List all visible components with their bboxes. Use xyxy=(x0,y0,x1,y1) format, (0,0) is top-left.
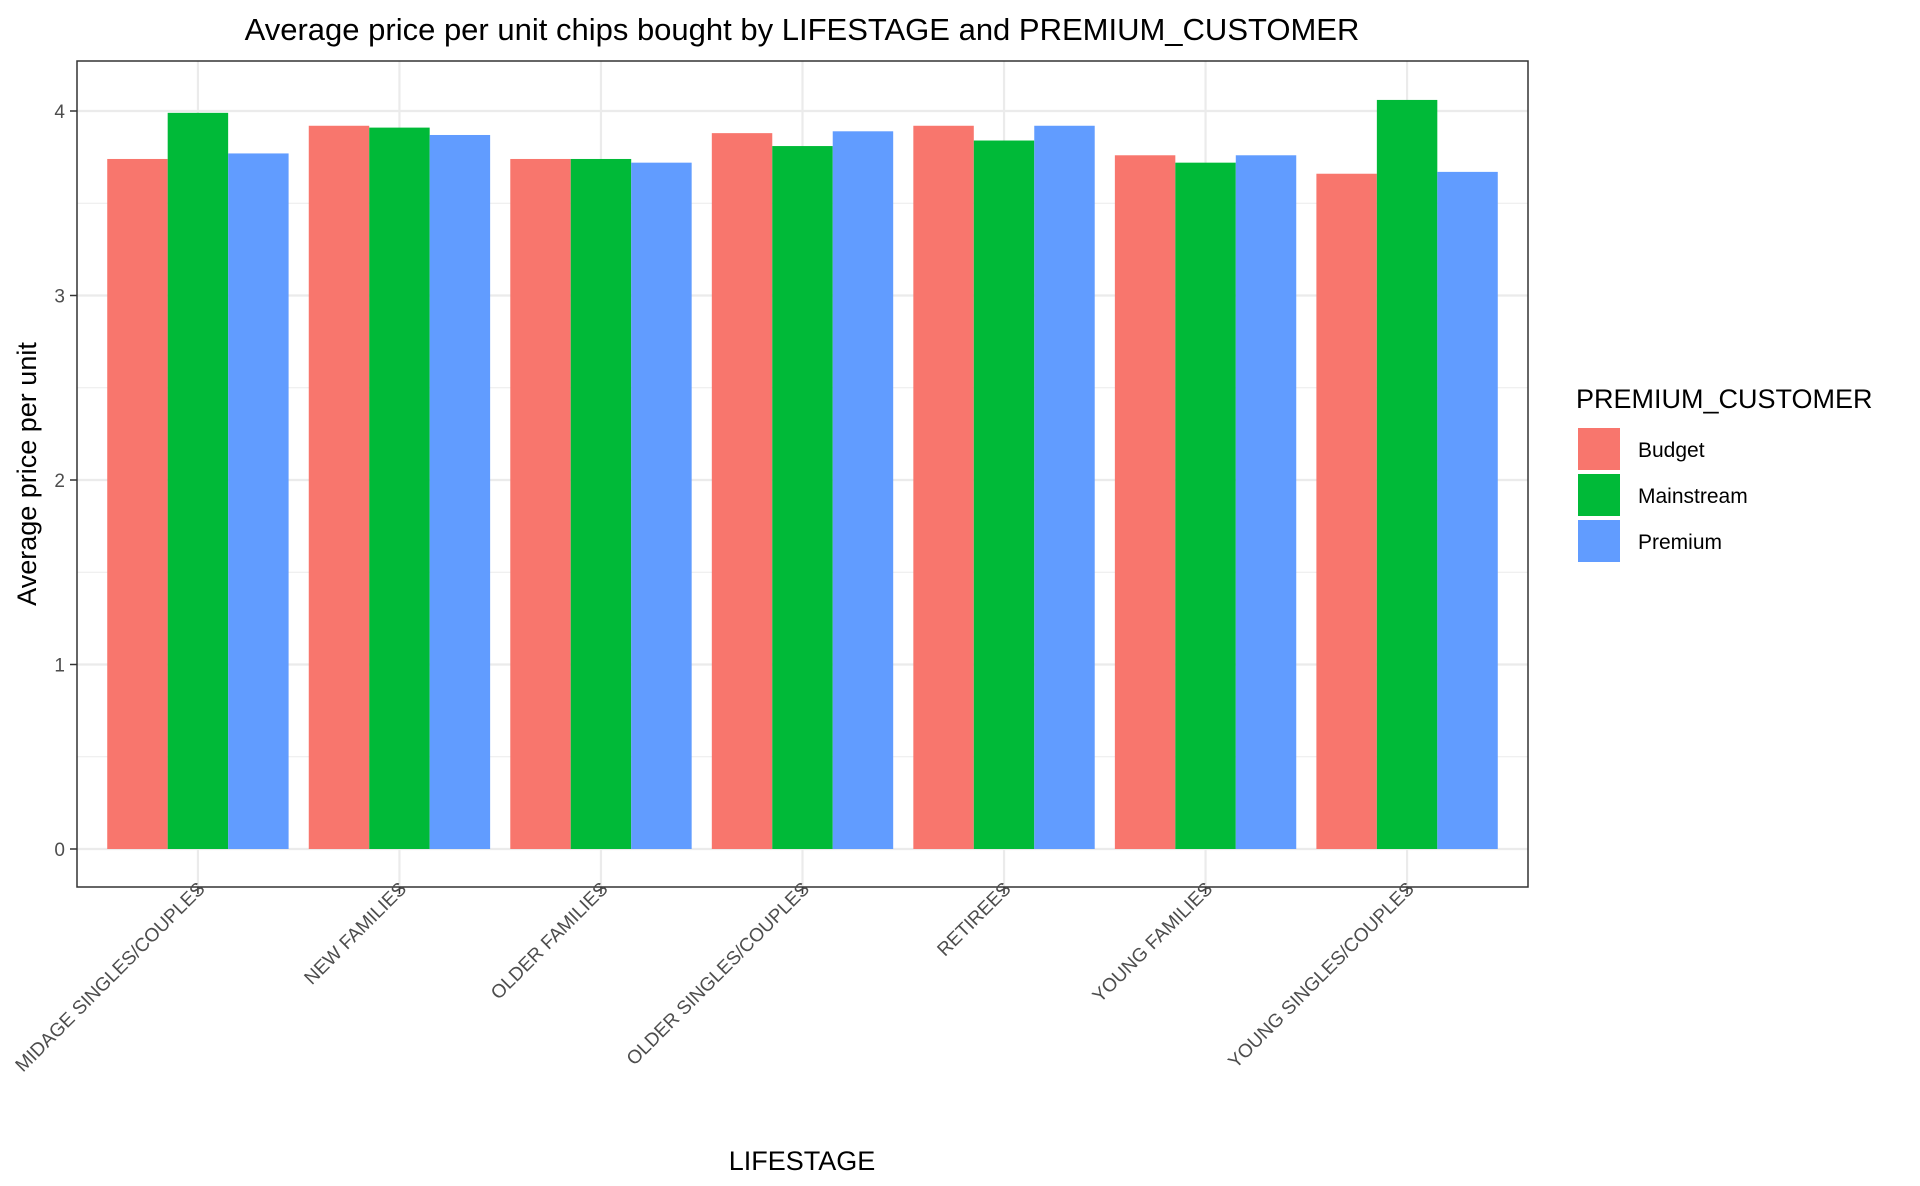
y-tick-label: 0 xyxy=(54,840,65,861)
legend-key-budget xyxy=(1578,428,1620,470)
bar-mainstream-6 xyxy=(1376,99,1438,850)
bar-budget-6 xyxy=(1316,173,1377,850)
bar-mainstream-4 xyxy=(973,140,1035,849)
legend-key-premium xyxy=(1578,520,1620,562)
legend-label-mainstream: Mainstream xyxy=(1638,485,1748,508)
y-tick-label: 3 xyxy=(54,287,65,308)
y-axis-title: Average price per unit xyxy=(12,342,42,606)
bar-mainstream-5 xyxy=(1175,162,1236,849)
bar-premium-2 xyxy=(631,162,692,849)
x-axis: MIDAGE SINGLES/COUPLES NEW FAMILIES OLDER … xyxy=(12,879,1419,1077)
bar-budget-5 xyxy=(1114,155,1176,849)
bar-mainstream-0 xyxy=(167,112,229,850)
bar-mainstream-1 xyxy=(369,127,430,850)
bar-budget-4 xyxy=(913,125,974,849)
y-tick-label: 1 xyxy=(54,656,65,677)
bar-budget-1 xyxy=(308,125,370,849)
bar-premium-6 xyxy=(1437,171,1498,849)
legend-label-budget: Budget xyxy=(1638,439,1705,462)
x-tick-label: OLDER FAMILIES xyxy=(487,879,612,1004)
x-tick-label: YOUNG SINGLES/COUPLES xyxy=(1225,879,1419,1073)
x-axis-title: LIFESTAGE xyxy=(729,1146,876,1176)
bar-mainstream-2 xyxy=(570,158,632,850)
bar-mainstream-3 xyxy=(772,146,833,849)
chart-title: Average price per unit chips bought by L… xyxy=(245,12,1360,47)
x-tick-label: RETIREES xyxy=(934,879,1016,961)
bar-premium-4 xyxy=(1034,125,1095,849)
bar-budget-2 xyxy=(510,158,571,850)
x-tick-label: OLDER SINGLES/COUPLES xyxy=(623,879,814,1070)
legend: PREMIUM_CUSTOMER Budget Mainstream Premium xyxy=(1576,384,1873,562)
y-axis: 0 1 2 3 4 xyxy=(54,102,77,861)
bar-premium-5 xyxy=(1235,155,1297,849)
legend-key-mainstream xyxy=(1578,474,1620,516)
bars xyxy=(107,99,1498,850)
x-tick-label: NEW FAMILIES xyxy=(301,879,411,989)
legend-items: Budget Mainstream Premium xyxy=(1578,428,1748,562)
bar-premium-1 xyxy=(429,134,491,850)
legend-title: PREMIUM_CUSTOMER xyxy=(1576,384,1873,414)
bar-budget-3 xyxy=(711,133,773,849)
bar-premium-3 xyxy=(832,131,894,850)
x-tick-label: MIDAGE SINGLES/COUPLES xyxy=(12,879,210,1077)
legend-label-premium: Premium xyxy=(1638,531,1722,554)
y-tick-label: 4 xyxy=(54,102,65,123)
bar-budget-0 xyxy=(107,158,168,850)
x-tick-label: YOUNG FAMILIES xyxy=(1089,879,1217,1007)
y-tick-label: 2 xyxy=(54,471,65,492)
bar-premium-0 xyxy=(228,153,289,849)
